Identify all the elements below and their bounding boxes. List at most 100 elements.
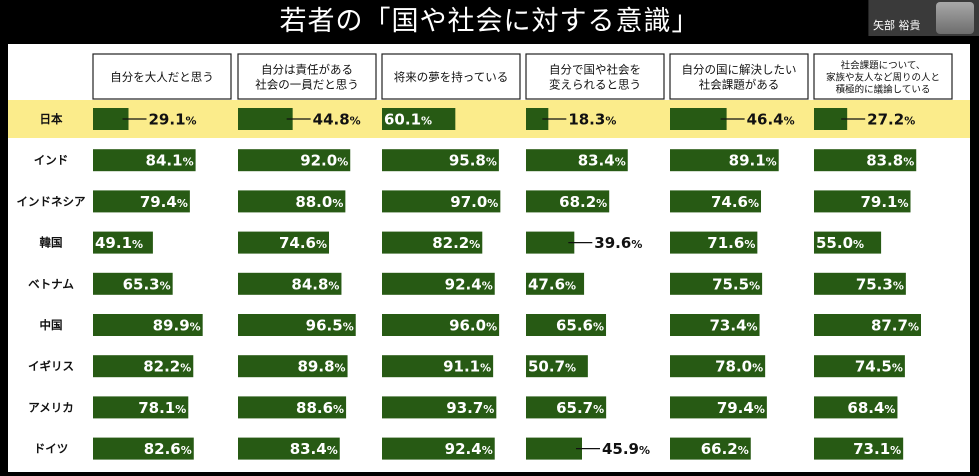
column-header-label: 自分は責任がある xyxy=(261,63,353,77)
bar xyxy=(526,437,582,460)
bar xyxy=(670,231,758,254)
row-label: アメリカ xyxy=(28,400,73,414)
value-label: 84.1% xyxy=(146,152,194,170)
participant-video-tile[interactable]: 矢部 裕貴 xyxy=(868,0,979,36)
bar xyxy=(814,149,917,172)
bar xyxy=(526,190,610,213)
value-label: 65.6% xyxy=(556,317,604,335)
value-label: 66.2% xyxy=(701,440,749,458)
value-label: 82.6% xyxy=(144,440,192,458)
value-label: 83.4% xyxy=(290,440,338,458)
column-header-2 xyxy=(237,53,377,100)
value-label: 78.0% xyxy=(715,358,763,376)
value-label: 88.0% xyxy=(295,193,343,211)
bar xyxy=(238,437,340,460)
value-label: 92.0% xyxy=(300,152,348,170)
value-label: 49.1% xyxy=(95,234,143,252)
value-label: 47.6% xyxy=(528,275,576,293)
value-label: 82.2% xyxy=(432,234,480,252)
value-label: 88.6% xyxy=(296,399,344,417)
bar xyxy=(670,149,779,172)
bar xyxy=(814,355,905,378)
bar xyxy=(670,396,767,419)
value-label: 92.4% xyxy=(445,440,493,458)
value-label: 95.8% xyxy=(449,152,497,170)
value-label: 75.3% xyxy=(856,275,904,293)
bar xyxy=(526,355,588,378)
row-label: インドネシア xyxy=(17,194,86,208)
bar xyxy=(93,314,203,336)
value-label: 93.7% xyxy=(446,399,494,417)
column-header-label: 将来の夢を持っている xyxy=(394,70,508,84)
slide-panel: 自分を大人だと思う 自分は責任がある 社会の一員だと思う 将来の夢を持っている 自分で国… xyxy=(8,44,970,472)
value-label: 92.4% xyxy=(445,275,493,293)
bar xyxy=(670,437,751,460)
value-label: 29.1% xyxy=(149,111,197,129)
bar xyxy=(814,231,882,254)
value-label: 89.8% xyxy=(298,358,346,376)
row-label: 日本 xyxy=(40,112,63,126)
value-label: 73.4% xyxy=(710,317,758,335)
bar xyxy=(238,272,342,295)
column-header-6 xyxy=(813,53,953,100)
bar xyxy=(814,108,848,130)
bar xyxy=(238,355,348,378)
column-header-label: 自分で国や社会を xyxy=(549,63,641,77)
bar xyxy=(382,231,483,254)
column-header-label: 積極的に議論している xyxy=(836,83,931,95)
column-header-label: 自分を大人だと思う xyxy=(110,70,214,84)
value-label: 71.6% xyxy=(707,234,755,252)
column-header-label: 社会課題がある xyxy=(699,78,780,92)
value-label: 68.2% xyxy=(559,193,607,211)
bar xyxy=(238,396,347,419)
column-header-1 xyxy=(92,53,232,100)
bar xyxy=(382,190,501,213)
participant-name: 矢部 裕貴 xyxy=(873,19,921,32)
bar xyxy=(814,314,921,336)
column-header-label: 社会の一員だと思う xyxy=(255,78,359,92)
value-label: 78.1% xyxy=(138,399,186,417)
bar xyxy=(670,314,760,336)
value-label: 91.1% xyxy=(443,358,491,376)
row-label: インド xyxy=(34,153,69,167)
column-header-label: 変えられると思う xyxy=(549,78,641,92)
bar xyxy=(382,149,499,172)
value-label: 89.1% xyxy=(729,152,777,170)
bar xyxy=(382,355,494,378)
value-label: 79.4% xyxy=(717,399,765,417)
bar xyxy=(526,149,628,172)
value-label: 68.4% xyxy=(847,399,895,417)
bar xyxy=(382,437,495,460)
value-label: 89.9% xyxy=(153,317,201,335)
value-label: 74.5% xyxy=(855,358,903,376)
value-label: 83.4% xyxy=(578,152,626,170)
bar xyxy=(814,396,898,419)
participant-avatar xyxy=(936,2,974,34)
bar xyxy=(814,272,906,295)
bar xyxy=(526,108,549,130)
bar xyxy=(526,231,575,254)
bar xyxy=(814,437,904,460)
bar xyxy=(93,231,153,254)
value-label: 39.6% xyxy=(594,234,642,252)
bar xyxy=(93,190,190,213)
page-title: 若者の「国や社会に対する意識」 xyxy=(279,6,700,37)
bar xyxy=(238,149,351,172)
bar xyxy=(526,396,607,419)
bar xyxy=(670,355,766,378)
bar xyxy=(670,108,727,130)
bar xyxy=(382,108,456,130)
bar xyxy=(382,272,495,295)
value-label: 73.1% xyxy=(853,440,901,458)
value-label: 82.2% xyxy=(143,358,191,376)
value-label: 83.8% xyxy=(866,152,914,170)
column-header-label: 社会課題について、 xyxy=(841,59,926,71)
bar xyxy=(382,396,497,419)
bar xyxy=(814,190,911,213)
value-label: 79.1% xyxy=(860,193,908,211)
bar xyxy=(670,272,763,295)
value-label: 87.7% xyxy=(871,317,919,335)
value-label: 18.3% xyxy=(568,111,616,129)
bar xyxy=(93,272,173,295)
